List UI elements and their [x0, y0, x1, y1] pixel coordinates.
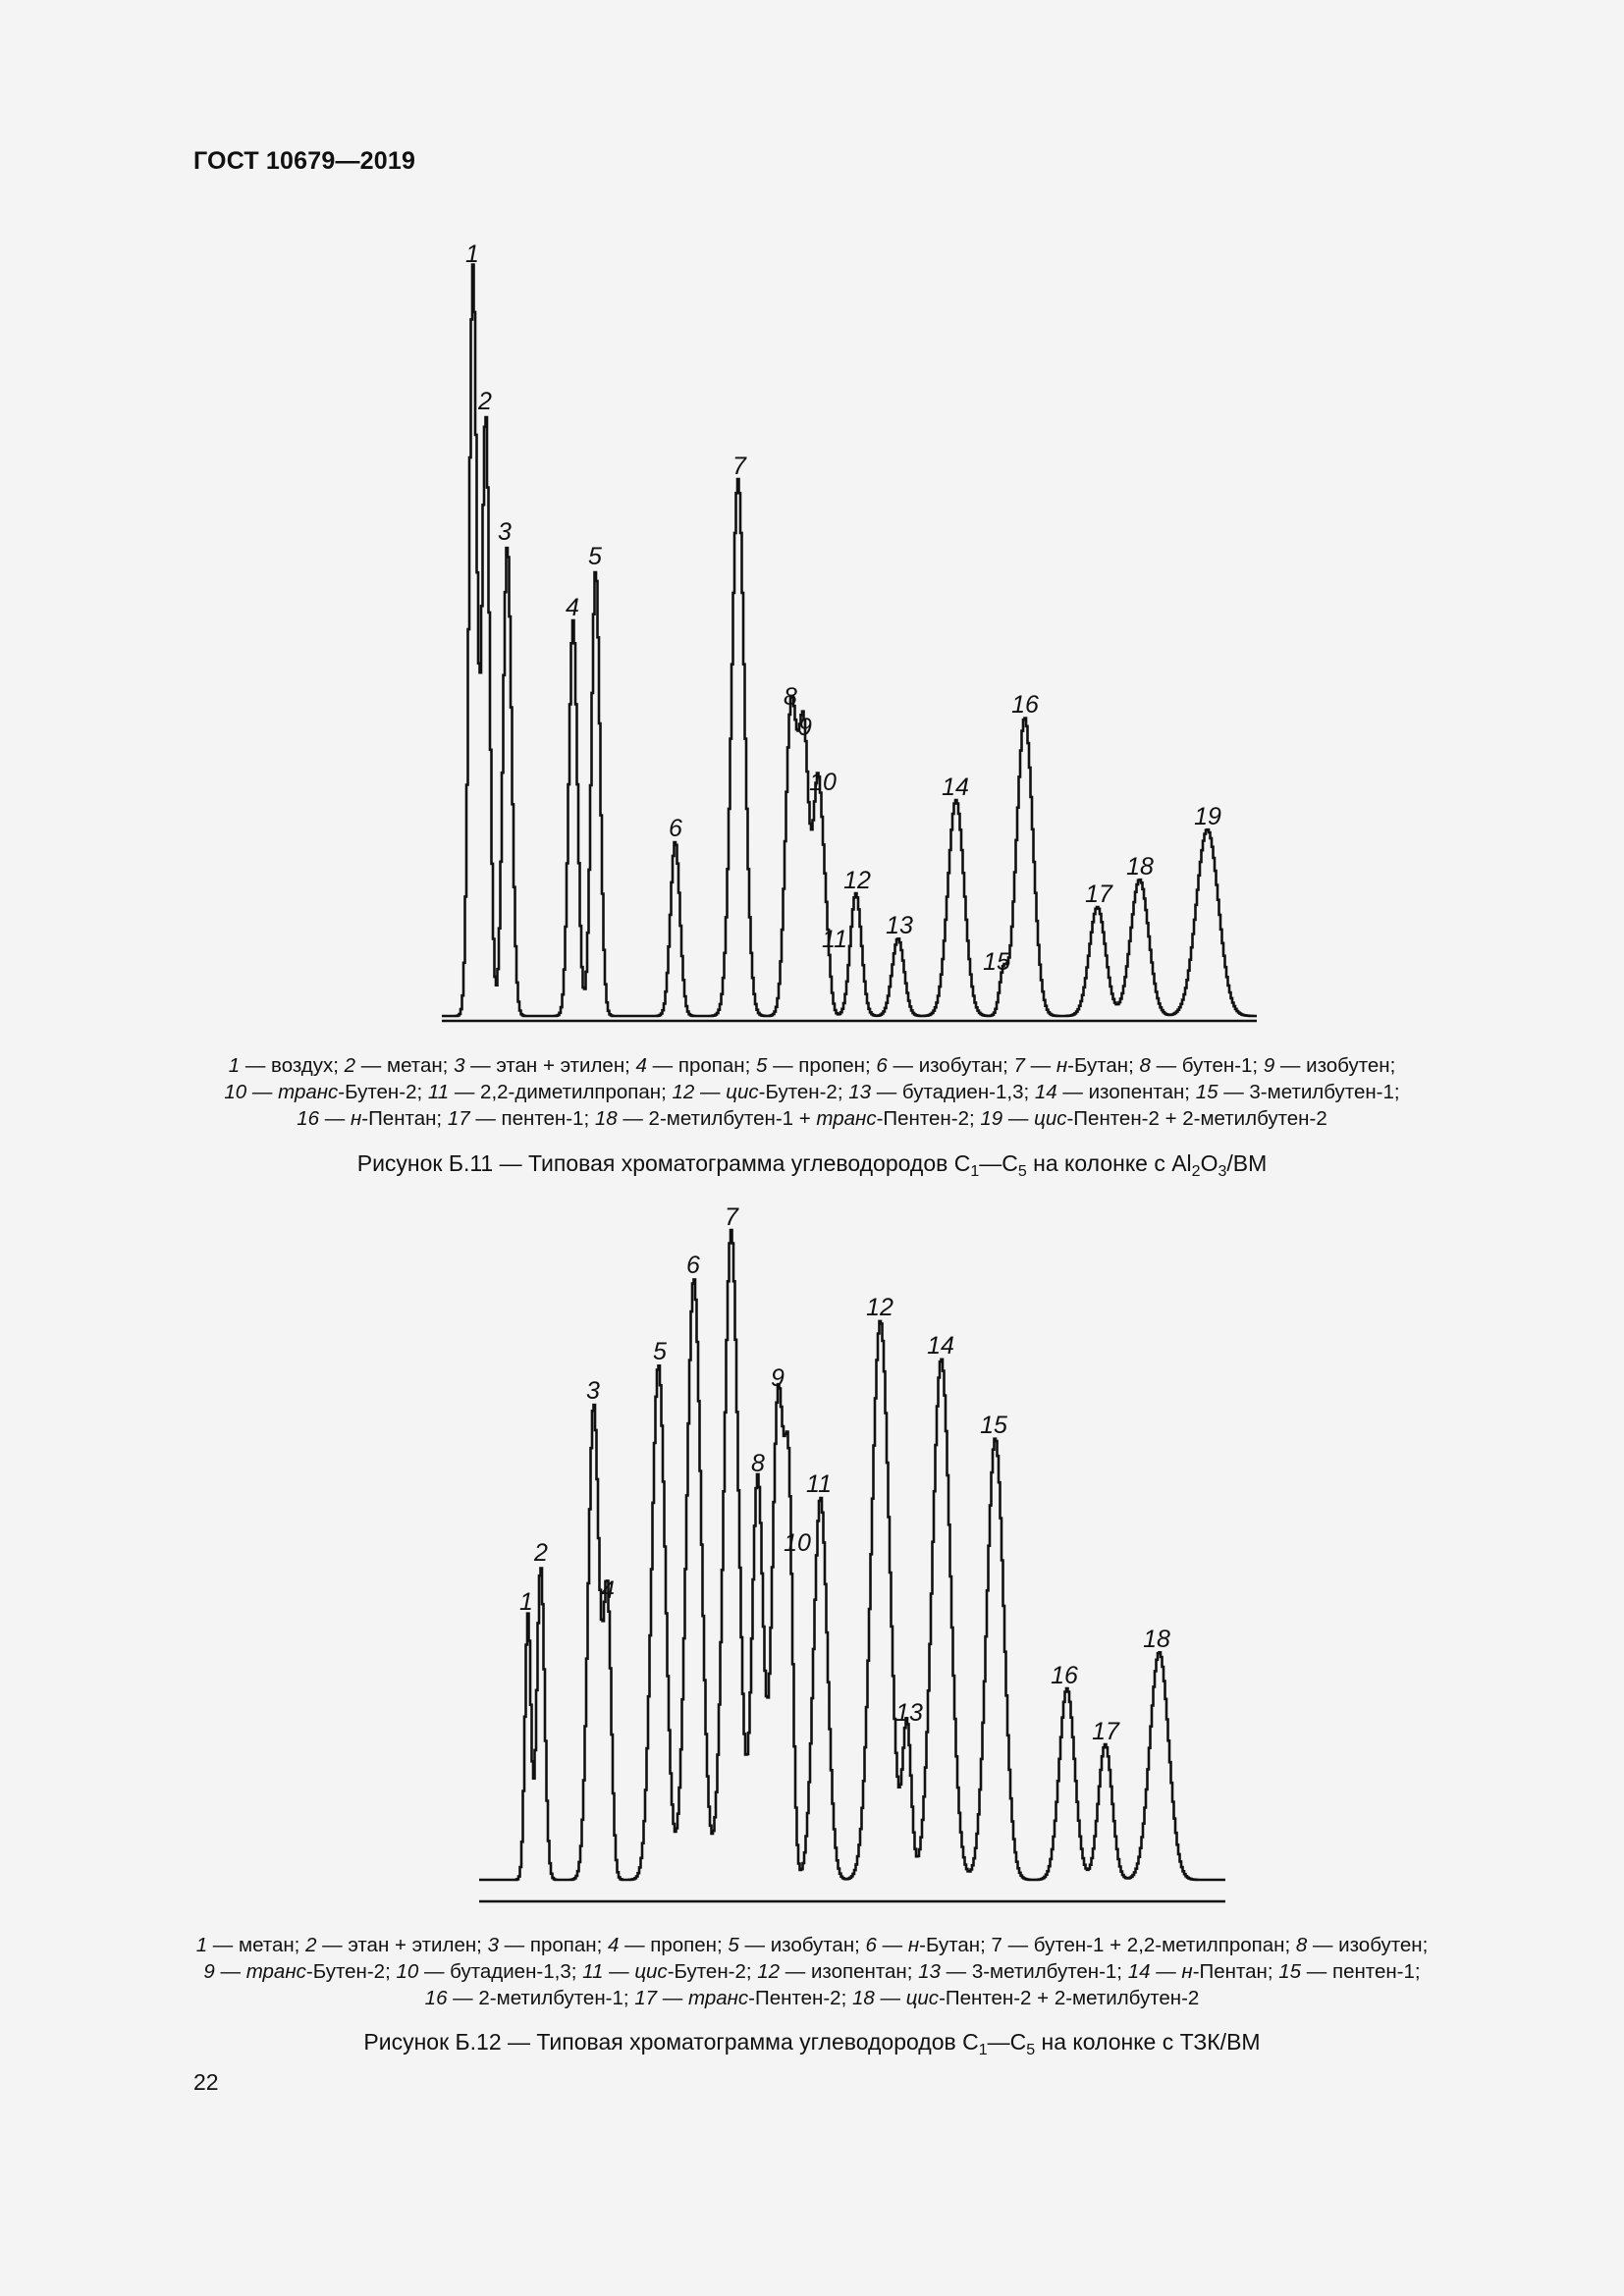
peak-label: 17: [1092, 1718, 1120, 1745]
document-header: ГОСТ 10679—2019: [193, 147, 416, 175]
peak-label: 4: [601, 1576, 615, 1604]
page-number: 22: [193, 2069, 219, 2095]
legend-b12: 1 — метан; 2 — этан + этилен; 3 — пропан…: [147, 1932, 1477, 2011]
peak-label: 7: [725, 1203, 739, 1231]
caption-subscript: 5: [1026, 2042, 1036, 2058]
peak-label: 7: [732, 453, 747, 480]
peak-label: 13: [895, 1699, 923, 1727]
peak-label: 2: [477, 388, 492, 415]
caption-text: Рисунок Б.11 — Типовая хроматограмма угл…: [356, 1150, 971, 1176]
peak-label: 18: [1143, 1626, 1170, 1653]
peak-label: 5: [653, 1338, 667, 1365]
legend-line: 1 — воздух; 2 — метан; 3 — этан + этилен…: [228, 1054, 1396, 1077]
peak-label: 18: [1126, 853, 1154, 881]
legend-line: 16 — 2-метилбутен-1; 17 — транс-Пентен-2…: [424, 1987, 1200, 2009]
peak-label: 10: [809, 769, 837, 796]
legend-line: 10 — транс-Бутен-2; 11 — 2,2-диметилпроп…: [224, 1081, 1400, 1103]
peak-label: 1: [519, 1588, 533, 1616]
peak-label: 15: [983, 948, 1010, 976]
peak-label: 3: [586, 1377, 600, 1405]
peak-label: 16: [1011, 691, 1039, 719]
peak-label: 12: [866, 1294, 893, 1321]
peak-label: 9: [798, 714, 812, 741]
caption-text: на колонке с Al: [1026, 1150, 1192, 1176]
peak-label: 14: [927, 1332, 954, 1360]
legend-b11: 1 — воздух; 2 — метан; 3 — этан + этилен…: [147, 1052, 1477, 1132]
peak-label: 6: [686, 1252, 700, 1279]
peak-label: 9: [771, 1364, 785, 1392]
caption-text: —С: [987, 2029, 1027, 2055]
peak-label: 11: [822, 926, 847, 953]
caption-text: Рисунок Б.12 — Типовая хроматограмма угл…: [363, 2029, 979, 2055]
legend-line: 16 — н-Пентан; 17 — пентен-1; 18 — 2-мет…: [297, 1107, 1327, 1130]
caption-text: —С: [979, 1150, 1018, 1176]
peak-label: 13: [886, 912, 913, 939]
legend-line: 9 — транс-Бутен-2; 10 — бутадиен-1,3; 11…: [203, 1960, 1421, 1983]
peak-label: 8: [751, 1450, 765, 1477]
peak-label: 14: [942, 774, 969, 801]
caption-subscript: 1: [970, 1163, 980, 1180]
peak-label: 6: [669, 815, 682, 842]
peak-label: 2: [533, 1539, 548, 1567]
peak-label: 3: [498, 518, 512, 546]
figure-caption-b12: Рисунок Б.12 — Типовая хроматограмма угл…: [147, 2029, 1477, 2058]
peak-label: 1: [465, 240, 479, 268]
peak-label: 8: [784, 683, 797, 711]
peak-label: 19: [1194, 803, 1221, 830]
chromatogram-trace: [442, 263, 1257, 1018]
caption-text: на колонке с ТЗК/ВМ: [1035, 2029, 1261, 2055]
caption-subscript: 2: [1191, 1163, 1201, 1180]
caption-text: /ВМ: [1226, 1150, 1268, 1176]
peak-label: 11: [806, 1470, 832, 1498]
legend-line: 1 — метан; 2 — этан + этилен; 3 — пропан…: [195, 1934, 1429, 1956]
peak-label: 4: [566, 594, 579, 621]
caption-text: O: [1200, 1150, 1218, 1176]
peak-label: 5: [588, 543, 602, 570]
peak-label: 17: [1085, 881, 1113, 908]
peak-label: 15: [980, 1412, 1007, 1439]
peak-label: 10: [784, 1529, 811, 1557]
figure-caption-b11: Рисунок Б.11 — Типовая хроматограмма угл…: [147, 1150, 1477, 1180]
peak-label: 12: [843, 867, 871, 894]
caption-subscript: 5: [1017, 1163, 1027, 1180]
chromatogram-trace: [479, 1228, 1225, 1882]
caption-subscript: 3: [1218, 1163, 1227, 1180]
caption-subscript: 1: [978, 2042, 988, 2058]
peak-label: 16: [1051, 1662, 1078, 1689]
